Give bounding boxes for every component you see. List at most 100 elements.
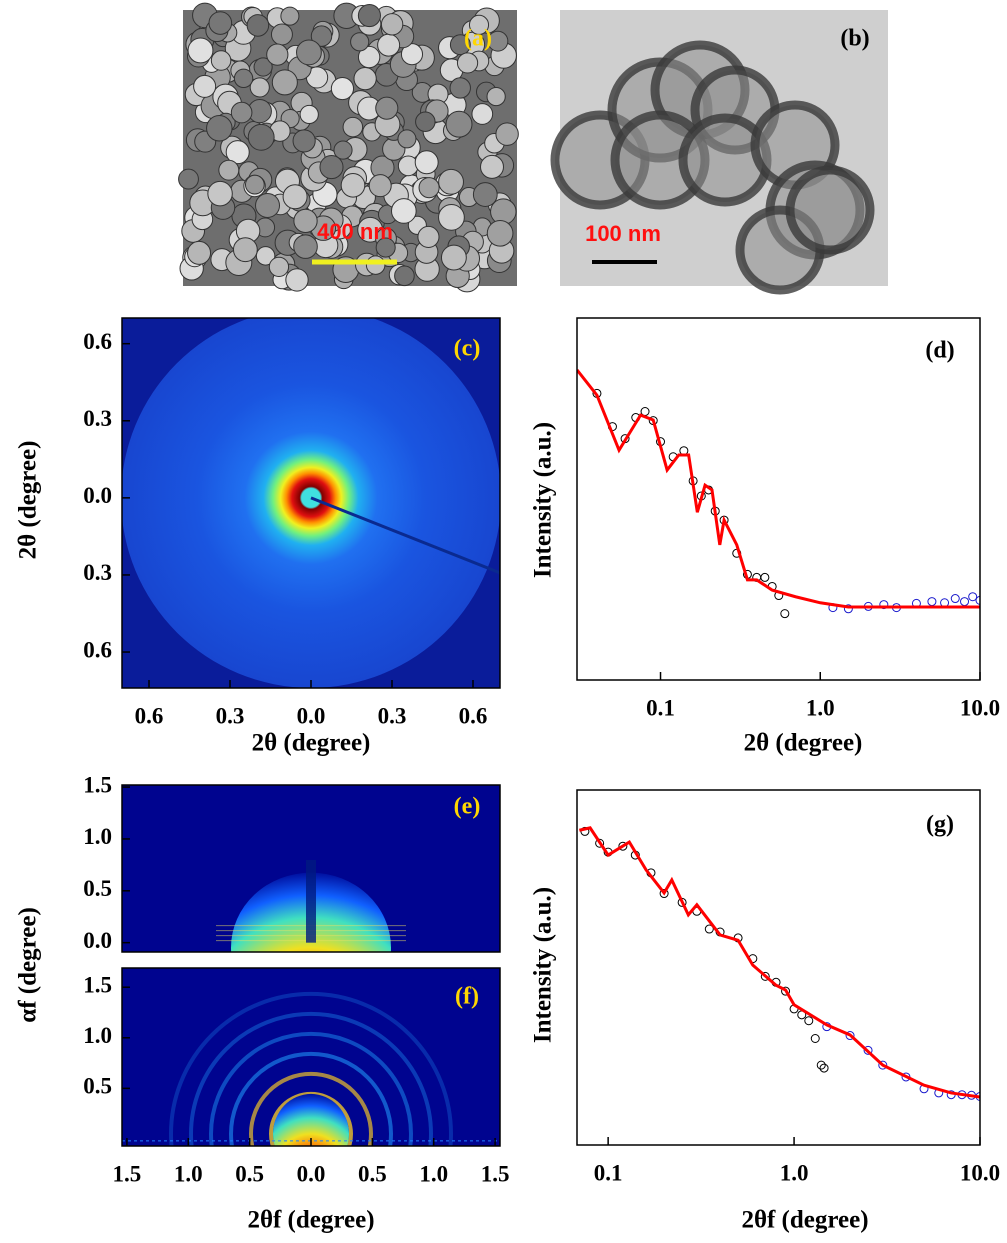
- panel-label: (f): [455, 984, 479, 1010]
- particle: [230, 101, 253, 124]
- x-tick-label: 0.6: [459, 703, 488, 728]
- x-tick-label: 0.5: [235, 1161, 264, 1186]
- particle: [271, 69, 298, 96]
- data-point: [950, 594, 960, 604]
- y-axis-title: Intensity (a.u.): [530, 422, 557, 578]
- data-point: [975, 595, 980, 605]
- particle: [400, 43, 424, 66]
- particle: [414, 150, 439, 175]
- particle: [438, 203, 465, 231]
- axes-frame: [121, 784, 501, 953]
- x-axis-title: 2θ (degree): [744, 730, 863, 757]
- fringe-ring: [209, 1031, 413, 1146]
- scattering-core: [273, 1093, 349, 1146]
- y-tick-label: 0.5: [83, 1074, 112, 1099]
- axes-frame: [576, 317, 981, 681]
- plot-area: [579, 826, 980, 1101]
- particle: [299, 104, 319, 125]
- plot-area: [122, 318, 500, 688]
- data-point: [810, 1034, 820, 1043]
- fit-line: [577, 368, 980, 609]
- x-tick-label: 0.5: [358, 1161, 387, 1186]
- plot-area: [577, 368, 980, 619]
- data-point: [760, 971, 770, 981]
- data-point: [760, 572, 770, 582]
- axes-frame: [576, 789, 981, 1146]
- y-tick-label: 0.6: [83, 637, 112, 662]
- particle: [255, 192, 281, 218]
- y-tick-label: 0.5: [83, 876, 112, 901]
- x-tick-label: 0.1: [594, 1160, 623, 1185]
- particle: [206, 115, 233, 142]
- data-point: [704, 924, 714, 934]
- particle: [377, 33, 401, 57]
- particle: [486, 219, 514, 247]
- fringe-ring: [189, 1011, 433, 1146]
- plot-area: [122, 785, 500, 952]
- x-tick-label: 1.0: [780, 1160, 809, 1185]
- x-axis-title: 2θf (degree): [741, 1207, 868, 1234]
- x-tick-label: 0.6: [135, 703, 164, 728]
- particle: [280, 6, 300, 26]
- y-tick-label: 1.0: [83, 824, 112, 849]
- particle: [247, 123, 275, 151]
- data-point: [968, 592, 978, 602]
- particle: [438, 168, 464, 195]
- particle: [480, 154, 504, 179]
- data-point: [618, 841, 628, 851]
- particle: [296, 39, 322, 66]
- y-tick-label: 1.5: [83, 772, 112, 797]
- panel-label: (c): [454, 336, 481, 362]
- data-point: [863, 1045, 873, 1055]
- data-point: [816, 1060, 826, 1070]
- y-tick-label: 1.5: [83, 972, 112, 997]
- plot-area: [122, 968, 500, 1146]
- beam-streak: [310, 496, 500, 575]
- fit-line: [579, 826, 980, 1099]
- y-tick-label: 1.0: [83, 1023, 112, 1048]
- particle: [293, 208, 318, 234]
- particle: [208, 11, 233, 35]
- data-point: [845, 1031, 855, 1041]
- particle: [394, 265, 415, 287]
- particle: [440, 244, 467, 271]
- particle: [375, 96, 399, 120]
- data-point: [878, 1060, 888, 1070]
- particle: [342, 116, 364, 138]
- particle: [178, 168, 199, 190]
- x-tick-label: 10.0: [960, 695, 1000, 720]
- y-axis-title: 2θ (degree): [15, 441, 42, 560]
- particle: [310, 25, 333, 47]
- scattering-pattern: [122, 318, 500, 688]
- x-tick-label: 0.3: [216, 703, 245, 728]
- particle: [244, 174, 265, 195]
- data-point: [819, 1063, 829, 1073]
- data-point: [804, 1016, 814, 1026]
- fringe-ring: [169, 991, 453, 1146]
- scale-bar-label: 400 nm: [317, 219, 393, 244]
- particle: [357, 45, 381, 69]
- particle: [225, 140, 250, 165]
- x-tick-label: 0.0: [297, 1161, 326, 1186]
- sem-image: [178, 2, 519, 293]
- particle: [333, 140, 353, 160]
- x-tick-label: 1.0: [174, 1161, 203, 1186]
- panel-label: (a): [464, 26, 492, 52]
- scale-bar-label: 100 nm: [585, 221, 661, 246]
- x-tick-label: 1.0: [806, 695, 835, 720]
- particle: [340, 172, 366, 198]
- fringe-ring: [229, 1051, 393, 1146]
- y-tick-label: 0.0: [83, 483, 112, 508]
- panel-label: (d): [925, 338, 954, 364]
- data-point: [781, 986, 791, 996]
- fringe-ring: [249, 1071, 373, 1146]
- data-point: [780, 609, 790, 619]
- particle: [193, 74, 217, 98]
- particle: [187, 37, 214, 64]
- particle: [353, 66, 377, 91]
- particle: [253, 57, 273, 77]
- y-tick-label: 0.3: [83, 560, 112, 585]
- particle: [449, 77, 471, 99]
